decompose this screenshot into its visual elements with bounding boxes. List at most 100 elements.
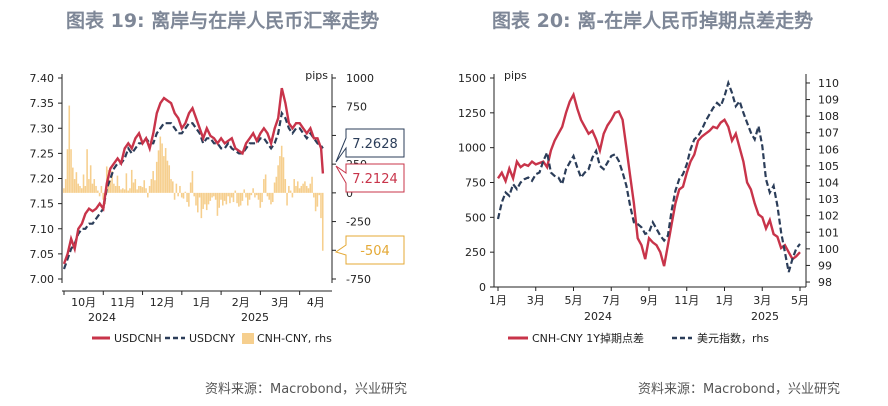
bar-cnh-cny xyxy=(126,173,128,193)
bar-cnh-cny xyxy=(124,189,126,192)
bar-cnh-cny xyxy=(95,186,97,193)
x-year-label: 2025 xyxy=(241,311,269,324)
source-note-left: 资料来源：Macrobond，兴业研究 xyxy=(205,378,407,397)
left-y-tick-label: 7.05 xyxy=(30,248,55,261)
left-y-tick-label: 7.00 xyxy=(30,273,55,286)
right-y-tick-label: 101 xyxy=(818,226,839,239)
x-tick-label: 10月 xyxy=(71,296,96,309)
bar-cnh-cny xyxy=(267,193,269,196)
bar-cnh-cny xyxy=(304,181,306,192)
bar-cnh-cny xyxy=(292,193,294,198)
bar-cnh-cny xyxy=(320,193,322,218)
bar-cnh-cny xyxy=(290,191,292,193)
bar-cnh-cny xyxy=(311,177,313,193)
bar-cnh-cny xyxy=(247,193,249,206)
right-y-tick-label: 98 xyxy=(818,276,832,289)
bar-cnh-cny xyxy=(122,188,124,193)
left-y-tick-label: 1500 xyxy=(458,72,486,85)
bar-cnh-cny xyxy=(174,193,176,200)
legend-label-usdcny: USDCNY xyxy=(189,332,235,345)
x-tick-label: 5月 xyxy=(565,294,583,307)
x-tick-label: 3月 xyxy=(271,296,289,309)
bar-cnh-cny xyxy=(99,193,101,196)
bar-cnh-cny xyxy=(218,193,220,208)
bar-cnh-cny xyxy=(88,179,90,193)
right-y-tick-label: 105 xyxy=(818,160,839,173)
left-y-tick-label: 7.35 xyxy=(30,97,55,110)
bar-cnh-cny xyxy=(227,193,229,196)
bar-cnh-cny xyxy=(231,193,233,198)
bar-cnh-cny xyxy=(259,193,261,208)
callout-usdcny: 7.2628 xyxy=(352,137,398,152)
bar-cnh-cny xyxy=(288,186,290,193)
bar-cnh-cny xyxy=(308,188,310,193)
bar-cnh-cny xyxy=(167,161,169,193)
bar-cnh-cny xyxy=(113,184,115,193)
bar-cnh-cny xyxy=(142,187,144,193)
charts-canvas: 7.407.357.307.257.207.157.107.057.001000… xyxy=(0,0,888,406)
bar-cnh-cny xyxy=(254,193,256,198)
bar-cnh-cny xyxy=(286,193,288,206)
bar-cnh-cny xyxy=(224,193,226,201)
bar-cnh-cny xyxy=(151,179,153,193)
bar-cnh-cny xyxy=(245,193,247,198)
bar-cnh-cny xyxy=(68,106,70,193)
bar-cnh-cny xyxy=(309,184,311,193)
bar-cnh-cny xyxy=(138,186,140,193)
bar-cnh-cny xyxy=(131,170,133,193)
bar-cnh-cny xyxy=(65,179,67,193)
bar-cnh-cny xyxy=(93,179,95,193)
bar-cnh-cny xyxy=(86,149,88,193)
left-y-tick-label: 250 xyxy=(465,246,486,259)
bar-cnh-cny xyxy=(318,193,320,195)
legend-label-dollar-index: 美元指数，rhs xyxy=(697,331,769,345)
bar-cnh-cny xyxy=(238,193,240,207)
bar-cnh-cny xyxy=(315,193,317,211)
bar-cnh-cny xyxy=(240,193,242,206)
bar-cnh-cny xyxy=(270,193,272,204)
bar-cnh-cny xyxy=(195,193,197,206)
bar-cnh-cny xyxy=(117,176,119,193)
left-y-tick-label: 750 xyxy=(465,177,486,190)
bar-cnh-cny xyxy=(251,193,253,195)
right-y-tick-label: -250 xyxy=(346,216,371,229)
bar-cnh-cny xyxy=(76,172,78,193)
bar-cnh-cny xyxy=(170,179,172,193)
right-y-tick-label: 106 xyxy=(818,143,839,156)
bar-cnh-cny xyxy=(301,186,303,193)
x-tick-label: 11月 xyxy=(110,296,135,309)
left-y-tick-label: 7.40 xyxy=(30,72,55,85)
bar-cnh-cny xyxy=(129,188,131,193)
right-y-tick-label: 750 xyxy=(346,101,367,114)
line-cnh-cny-swap-points xyxy=(498,95,800,266)
legend-swatch-cnh-cny xyxy=(242,333,254,344)
bar-cnh-cny xyxy=(120,189,122,192)
bar-cnh-cny xyxy=(293,179,295,193)
right-y-tick-label: 102 xyxy=(818,210,839,223)
bar-cnh-cny xyxy=(297,181,299,192)
bar-cnh-cny xyxy=(193,193,195,196)
bar-cnh-cny xyxy=(204,193,206,204)
bar-cnh-cny xyxy=(284,179,286,193)
bar-cnh-cny xyxy=(213,193,215,196)
bar-cnh-cny xyxy=(152,171,154,193)
right-y-tick-label: 1000 xyxy=(346,72,374,85)
right-y-tick-label: -750 xyxy=(346,273,371,286)
bar-cnh-cny xyxy=(190,183,192,193)
bar-cnh-cny xyxy=(206,193,208,210)
source-note-right: 资料来源：Macrobond，兴业研究 xyxy=(638,378,840,397)
bar-cnh-cny xyxy=(115,186,117,193)
bar-cnh-cny xyxy=(258,193,260,200)
bar-cnh-cny xyxy=(317,193,319,207)
bar-cnh-cny xyxy=(67,149,69,193)
left-y-tick-label: 7.20 xyxy=(30,173,55,186)
bar-cnh-cny xyxy=(97,191,99,193)
bar-cnh-cny xyxy=(149,186,151,193)
x-tick-label: 9月 xyxy=(640,294,658,307)
left-y-tick-label: 7.15 xyxy=(30,198,55,211)
bar-cnh-cny xyxy=(252,188,254,193)
bar-cnh-cny xyxy=(233,193,235,202)
bar-cnh-cny xyxy=(222,193,224,206)
callout-cnh-cny: -504 xyxy=(360,244,390,259)
x-tick-label: 3月 xyxy=(753,294,771,307)
